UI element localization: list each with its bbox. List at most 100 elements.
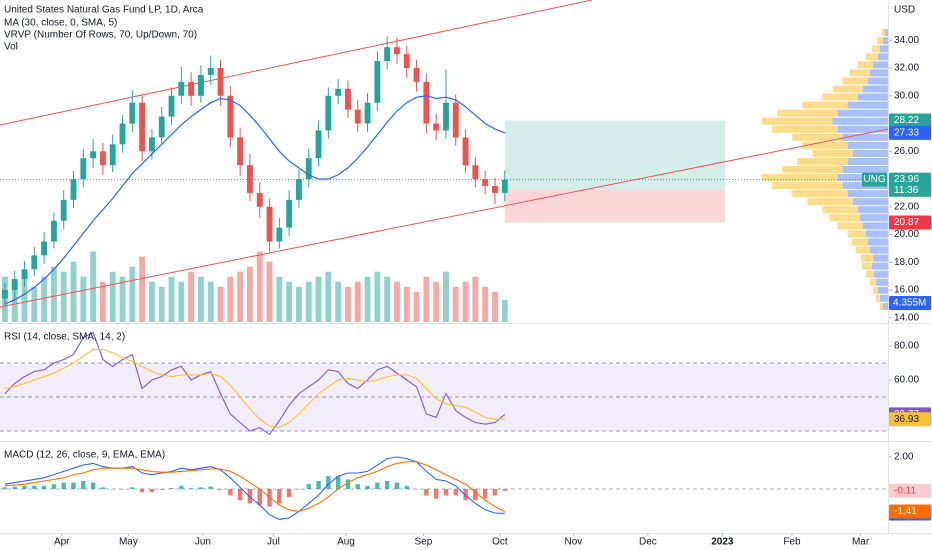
histogram-bar [218,488,223,490]
profile-down [879,302,883,310]
histogram-bar [22,485,27,489]
last-price-bg [889,172,931,197]
candle-body [266,206,273,242]
volume-bar [423,276,430,322]
profile-down [812,149,853,157]
candle-body [403,54,410,69]
histogram-bar [335,476,341,489]
volume-bar [433,281,440,322]
x-tick-label: Mar [852,537,870,548]
volume-bar [305,281,312,322]
macd-legend: MACD (12, 26, close, 9, EMA, EMA) [4,450,165,461]
candle-body [90,151,97,159]
profile-up [842,165,888,174]
histogram-bar [257,488,262,505]
candle-body [394,47,400,55]
x-tick-label: Feb [783,537,801,548]
profile-up [852,198,888,206]
candle-body [305,158,312,180]
candle-body [197,74,204,96]
x-tick-label: Jun [195,537,211,548]
candle-body [217,68,224,96]
histogram-bar [296,488,302,490]
profile-up [847,101,888,109]
candle-body [296,179,302,200]
profile-up [847,190,888,198]
histogram-bar [502,488,507,491]
volume-bar [325,271,332,322]
volume-bar [482,286,489,322]
candle-body [384,47,391,62]
ma-label: 27.33 [894,127,919,138]
profile-down [865,270,874,278]
histogram-bar [100,487,106,489]
profile-up [884,29,888,37]
profile-down [865,53,878,61]
volume-bar [139,256,146,322]
histogram-bar [228,488,233,496]
histogram-bar [247,488,253,504]
histogram-bar [41,485,47,489]
profile-down [869,278,876,286]
y-tick-label: 22.00 [894,201,919,212]
x-tick-label: May [119,537,138,548]
volume-bar [246,266,253,322]
candle-body [207,68,214,75]
volume-bar [129,266,136,322]
profile-down [855,246,870,254]
profile-up [869,69,888,77]
profile-down [849,69,870,77]
candle-body [129,102,136,124]
profile-down [832,85,863,93]
volume-bar [119,276,126,322]
histogram-bar [2,487,8,489]
x-tick-label: Nov [564,537,582,548]
volume-bar [109,271,116,322]
last-price-label: 23.96 [894,174,919,185]
candle-body [482,179,489,186]
candle-body [119,123,126,145]
profile-up [847,141,888,149]
histogram-bar [443,488,449,496]
volume-bar [31,286,38,322]
back-layer [0,29,888,507]
profile-up [882,37,888,45]
profile-up [862,222,888,230]
histogram-bar [139,488,145,493]
y-tick-label: 60.00 [894,375,919,386]
volume-bar [158,286,165,322]
candle-body [60,199,67,221]
profile-up [877,286,888,294]
profile-down [797,157,848,165]
candle-body [374,61,381,103]
candle-body [158,116,165,138]
symbol-bg [862,172,887,187]
profile-down [842,77,868,85]
histogram-bar [32,485,37,489]
candle-body [246,165,253,193]
volume-bar [50,266,57,322]
y-tick-label: 2.00 [894,452,914,463]
series-label-bg [889,504,931,519]
target-label-bg [889,113,931,128]
histogram-bar [159,488,164,490]
profile-down [851,238,868,246]
histogram-bar [277,488,282,504]
front-layer: 14.00 16.00 18.00 20.00 22.00 26.00 30.00 32.00… [0,35,931,548]
profile-up [862,85,888,93]
volume-bar [452,286,459,322]
candle-body [492,185,498,193]
histogram-bar [198,487,204,489]
y-tick-label: 34.00 [894,35,919,46]
histogram-bar [286,488,292,497]
histogram-bar [110,488,115,490]
profile-up [852,149,888,157]
y-tick-label: 18.00 [894,257,919,268]
profile-down [871,45,880,53]
histogram-bar [130,487,135,489]
profile-down [772,125,838,133]
candle-body [452,102,459,138]
profile-down [829,214,860,222]
chart-title: United States Natural Gas Fund LP, 1D, A… [4,5,204,16]
